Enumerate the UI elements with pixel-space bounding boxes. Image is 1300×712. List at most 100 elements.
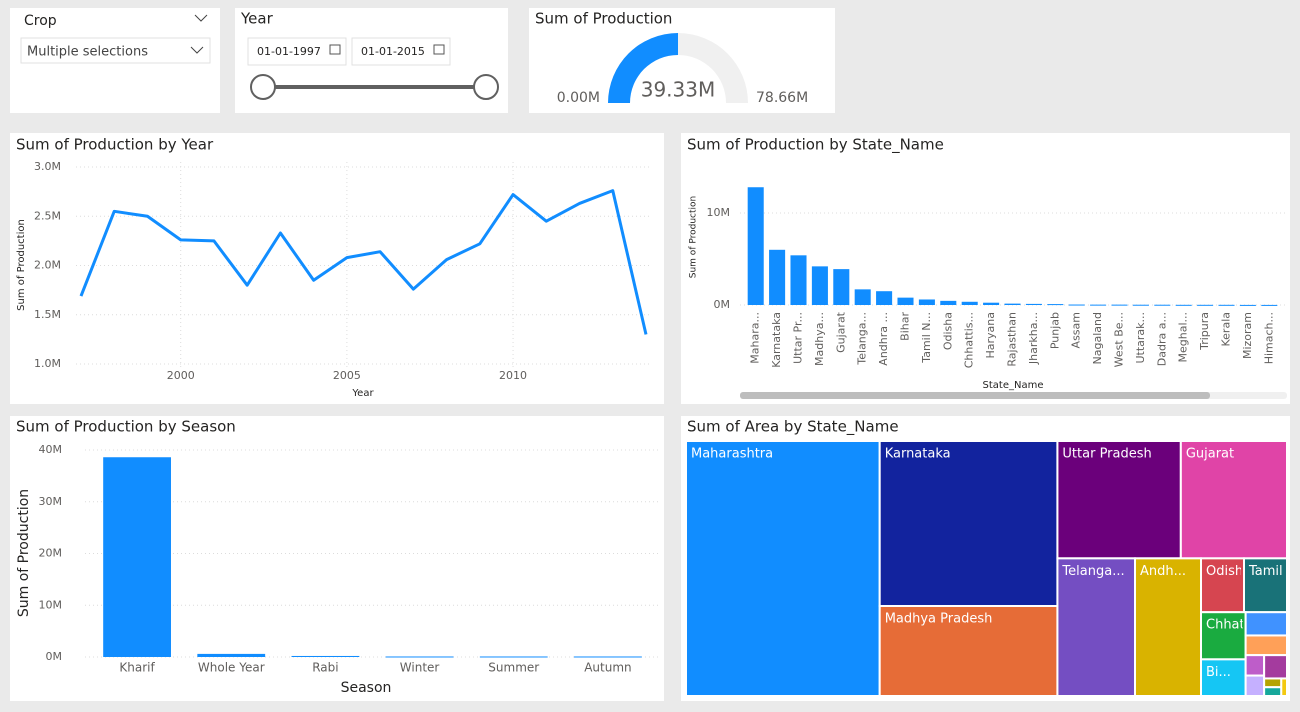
treemap-tile [1134, 557, 1203, 697]
x-tick-label: Gujarat [834, 311, 847, 353]
chevron[interactable] [190, 46, 204, 54]
x-tick-label: Kerala [1220, 312, 1233, 347]
gauge-min: 0.00M [557, 90, 600, 106]
x-tick-label: Uttar Pr... [792, 312, 805, 364]
x-tick-label: Punjab [1048, 312, 1061, 349]
x-tick-label: 2005 [333, 369, 361, 382]
x-tick-label: Rajasthan [1006, 312, 1019, 367]
bar [1218, 304, 1235, 306]
x-tick-label: Winter [400, 661, 440, 675]
x-tick-label: West Be... [1113, 312, 1126, 367]
x-tick-label: 2010 [499, 369, 527, 382]
bar [1132, 304, 1149, 306]
treemap-tile [1244, 611, 1289, 637]
y-tick-label: 0M [714, 298, 731, 311]
bar [876, 291, 893, 305]
slider-handle[interactable] [473, 74, 499, 100]
x-tick-label: Rabi [312, 661, 338, 675]
x-tick-label: Nagaland [1091, 312, 1104, 364]
chart-title: Sum of Production by Season [16, 418, 236, 436]
treemap-tile [1244, 654, 1266, 677]
bar [1111, 304, 1128, 306]
treemap-tile [685, 440, 881, 697]
y-tick-label: 3.0M [34, 160, 61, 173]
crop-label: Crop [24, 13, 57, 29]
treemap-tile [1056, 440, 1182, 560]
y-tick-label: 10M [707, 206, 731, 219]
treemap-tile [1243, 557, 1288, 614]
x-tick-label: Autumn [584, 661, 631, 675]
x-tick-label: Mizoram [1241, 312, 1254, 359]
gauge-fill [608, 33, 678, 103]
treemap-label: Tamil N... [1248, 564, 1300, 579]
x-axis-title: Year [351, 388, 374, 399]
bar [1068, 304, 1085, 306]
bar [1047, 304, 1064, 306]
treemap-label: Madhya Pradesh [885, 612, 993, 627]
bar [1004, 303, 1021, 305]
treemap-label: Telanga... [1061, 564, 1124, 579]
scrollbar-thumb[interactable] [740, 392, 1210, 399]
treemap-label: Odisha [1206, 564, 1251, 579]
bar [897, 297, 914, 305]
treemap-label: Karnataka [885, 447, 951, 462]
end-date: 01-01-2015 [361, 45, 425, 58]
x-tick-label: Mahara... [749, 312, 762, 364]
y-tick-label: 20M [39, 547, 63, 560]
x-tick-label: Meghal... [1177, 312, 1190, 363]
bar [983, 302, 1000, 305]
bar [291, 655, 360, 657]
treemap-tile [1244, 634, 1289, 657]
treemap-label: Bi... [1206, 665, 1231, 680]
x-tick-label: Tamil N... [920, 312, 933, 364]
line [79, 189, 648, 335]
bar [1197, 304, 1214, 306]
treemap-label: Chhattis... [1206, 618, 1273, 633]
calendar-icon[interactable] [433, 44, 445, 55]
bar [790, 255, 807, 305]
line-panel [10, 133, 664, 404]
treemap-tile [1263, 686, 1283, 698]
chart-title: Sum of Production by Year [16, 136, 214, 154]
treemap-tile [1200, 658, 1247, 697]
crop-dropdown[interactable] [20, 37, 211, 64]
bar [769, 249, 786, 305]
chart-title: Sum of Production by State_Name [687, 136, 944, 155]
slider-handle[interactable] [250, 74, 276, 100]
treemap-label: Uttar Pradesh [1062, 447, 1151, 462]
chevron[interactable] [194, 14, 208, 22]
bar [1154, 304, 1171, 306]
gauge-value: 39.33M [641, 78, 716, 102]
x-tick-label: Assam [1070, 312, 1083, 348]
x-tick-label: Kharif [119, 661, 155, 675]
bar [385, 656, 454, 658]
treemap-tile [1263, 677, 1283, 689]
bar [1090, 304, 1107, 306]
treemap-tile [1280, 677, 1289, 698]
bar [747, 187, 764, 305]
bar [574, 656, 642, 658]
treemap-label: Andh... [1140, 564, 1186, 579]
bar [1025, 303, 1042, 305]
treemap-tile [1263, 654, 1288, 680]
x-tick-label: Bihar [899, 312, 912, 341]
calendar-icon[interactable] [329, 44, 341, 55]
bar [811, 266, 828, 305]
bar [854, 289, 871, 305]
x-tick-label: 2000 [167, 369, 195, 382]
y-tick-label: 40M [39, 443, 63, 456]
bar [940, 300, 957, 305]
x-tick-label: Whole Year [198, 661, 265, 675]
x-axis-title: State_Name [983, 380, 1044, 391]
bar [1239, 304, 1256, 306]
y-axis-title: Sum of Production [16, 219, 27, 311]
x-tick-label: Uttarak... [1134, 312, 1147, 364]
start-date: 01-01-1997 [257, 45, 321, 58]
bar [1261, 304, 1278, 306]
y-tick-label: 1.0M [34, 357, 61, 370]
x-tick-label: Telanga... [856, 312, 869, 366]
treemap-tile [1179, 440, 1289, 560]
bar [1175, 304, 1192, 306]
